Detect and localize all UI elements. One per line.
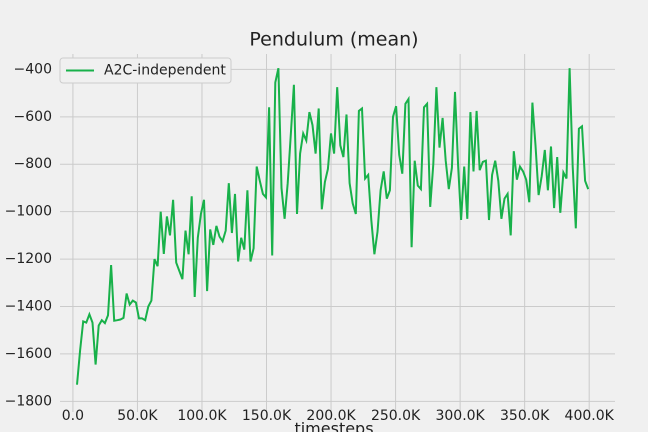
y-tick-label: −1400 — [5, 298, 52, 314]
y-tick-label: −1600 — [5, 346, 52, 362]
x-tick-label: 50.0K — [117, 408, 158, 424]
x-tick-label: 150.0K — [242, 408, 292, 424]
legend-label: A2C-independent — [104, 63, 226, 79]
data-line — [76, 67, 590, 385]
y-tick-label: −1000 — [5, 204, 52, 220]
legend-box — [59, 57, 232, 84]
x-tick-label: 0.0 — [62, 408, 84, 424]
x-tick-label: 250.0K — [371, 408, 421, 424]
x-tick-label: 350.0K — [500, 408, 550, 424]
y-tick-label: −1800 — [5, 393, 52, 409]
x-tick-label: 200.0K — [306, 408, 356, 424]
y-tick-label: −1200 — [5, 251, 52, 267]
x-axis-label: timesteps — [294, 419, 373, 432]
y-tick-label: −800 — [14, 156, 52, 172]
y-tick-label: −400 — [14, 61, 52, 77]
chart-title: Pendulum (mean) — [249, 29, 418, 51]
x-tick-label: 300.0K — [435, 408, 485, 424]
y-tick-label: −600 — [14, 109, 52, 125]
x-tick-label: 400.0K — [565, 408, 615, 424]
x-tick-label: 100.0K — [177, 408, 227, 424]
